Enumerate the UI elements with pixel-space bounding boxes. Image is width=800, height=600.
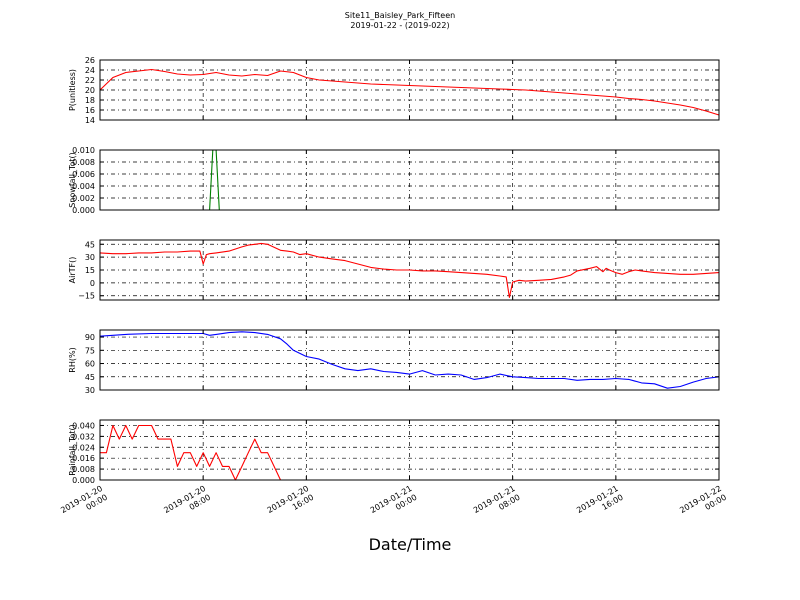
x-tick-label: 2019-01-2116:00 [575, 484, 625, 524]
y-tick-label: 0.032 [72, 432, 95, 441]
x-tick-label: 2019-01-2000:00 [59, 484, 109, 524]
y-tick-label: 0.008 [72, 158, 95, 167]
panel-5: 0.000 0.008 0.016 0.024 0.032 0.040Rainfall_T… [68, 419, 720, 485]
chart-title: Site11_Baisley_Park_Fifteen [344, 11, 456, 20]
y-axis-label: Rainfall_Tot() [68, 424, 77, 476]
series-line-1 [99, 68, 720, 116]
x-tick-label: 2019-01-2016:00 [266, 484, 316, 524]
y-tick-label: 16 [85, 106, 95, 115]
y-axis-label: Snowfall_Tot() [68, 152, 77, 208]
y-tick-label: 45 [85, 240, 95, 249]
y-tick-label: 0.004 [72, 182, 95, 191]
y-axis-label: P(unitless) [68, 69, 77, 111]
y-axis-label: RH(%) [68, 347, 77, 372]
y-tick-label: 0.040 [72, 421, 95, 430]
chart-subtitle: 2019-01-22 - (2019-022) [350, 21, 450, 30]
x-tick-label: 2019-01-2100:00 [369, 484, 419, 524]
x-tick-label: 2019-01-2200:00 [678, 484, 728, 524]
y-tick-label: 60 [85, 360, 95, 369]
y-tick-label: 0.010 [72, 146, 95, 155]
y-tick-label: 0.002 [72, 194, 95, 203]
y-tick-label: 0.024 [72, 443, 95, 452]
y-tick-label: 0.000 [72, 206, 95, 215]
y-tick-label: 15 [85, 266, 95, 275]
y-tick-label: 75 [85, 346, 95, 355]
y-tick-label: 18 [85, 96, 95, 105]
y-tick-label: 26 [85, 56, 95, 65]
series-line-4 [99, 331, 720, 389]
y-tick-label: 30 [85, 253, 95, 262]
x-tick-label: 2019-01-2108:00 [472, 484, 522, 524]
y-tick-label: 22 [85, 76, 95, 85]
series-line-5 [100, 424, 719, 481]
panel-2: 0.000 0.002 0.004 0.006 0.008 0.010Snowfall_T… [68, 146, 720, 215]
y-tick-label: 0.006 [72, 170, 95, 179]
x-tick-labels: 2019-01-2000:00 2019-01-2008:00 2019-01-20… [59, 484, 728, 524]
y-tick-label: 90 [85, 333, 95, 342]
y-tick-label: 0 [90, 279, 95, 288]
y-tick-label: 30 [85, 386, 95, 395]
x-axis-label: Date/Time [368, 535, 452, 554]
y-tick-label: 0.016 [72, 454, 95, 463]
y-tick-label: 0.000 [72, 476, 95, 485]
series-line-3 [99, 242, 720, 298]
y-tick-label: −15 [78, 292, 95, 301]
y-tick-label: 20 [85, 86, 95, 95]
y-axis-label: AirTF() [68, 257, 77, 284]
y-tick-label: 45 [85, 373, 95, 382]
y-tick-label: 0.008 [72, 465, 95, 474]
y-tick-label: 24 [85, 66, 95, 75]
panel-3: −15 0 15 30 45 AirTF() [68, 239, 720, 301]
panel-4: 30 45 60 75 90 RH(%) [68, 329, 720, 395]
x-tick-label: 2019-01-2008:00 [162, 484, 212, 524]
y-tick-label: 14 [85, 116, 95, 125]
